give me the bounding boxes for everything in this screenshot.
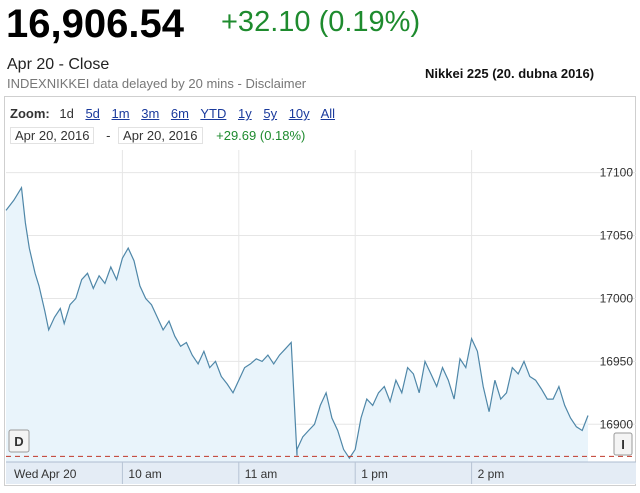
delay-note-text: INDEXNIKKEI data delayed by 20 mins - <box>7 76 246 91</box>
x-tick-label: Wed Apr 20 <box>14 467 77 481</box>
zoom-5d[interactable]: 5d <box>85 106 100 121</box>
x-tick-label: 1 pm <box>361 467 388 481</box>
marker-i-label[interactable]: I <box>621 437 625 452</box>
y-tick-label: 16900 <box>600 417 634 431</box>
quote-change: +32.10 (0.19%) <box>221 6 421 38</box>
disclaimer-link[interactable]: Disclaimer <box>245 76 307 91</box>
y-tick-label: 17050 <box>600 229 634 243</box>
x-axis-band <box>6 462 636 484</box>
close-label: Apr 20 - Close <box>7 56 110 73</box>
zoom-bar: Zoom: 1d 5d 1m 3m 6m YTD 1y 5y 10y All <box>10 106 343 121</box>
y-tick-label: 16950 <box>600 354 634 368</box>
zoom-10y[interactable]: 10y <box>288 106 310 121</box>
zoom-1d[interactable]: 1d <box>59 106 74 121</box>
marker-d-label[interactable]: D <box>14 434 23 449</box>
zoom-5y[interactable]: 5y <box>263 106 278 121</box>
zoom-all[interactable]: All <box>320 106 336 121</box>
chart-caption: Nikkei 225 (20. dubna 2016) <box>425 66 595 81</box>
series-line <box>5 185 589 460</box>
date-range: Apr 20, 2016 - Apr 20, 2016 +29.69 (0.18… <box>10 127 305 144</box>
range-start-date[interactable]: Apr 20, 2016 <box>10 127 95 144</box>
marker-d-box[interactable] <box>8 429 30 453</box>
range-change: +29.69 (0.18%) <box>216 128 306 143</box>
x-tick-label: 10 am <box>128 467 161 481</box>
series-area <box>6 187 588 462</box>
range-separator: - <box>106 128 111 143</box>
zoom-3m[interactable]: 3m <box>141 106 160 121</box>
range-end-date[interactable]: Apr 20, 2016 <box>118 127 203 144</box>
x-tick-label: 2 pm <box>478 467 505 481</box>
x-tick-label: 11 am <box>245 467 277 481</box>
zoom-1y[interactable]: 1y <box>237 106 252 121</box>
quote-price: 16,906.54 <box>6 2 184 46</box>
delay-note: INDEXNIKKEI data delayed by 20 mins - Di… <box>7 76 306 91</box>
y-tick-label: 17000 <box>600 291 634 305</box>
zoom-label: Zoom: <box>10 106 50 121</box>
marker-i-box[interactable] <box>613 432 633 456</box>
zoom-ytd[interactable]: YTD <box>200 106 227 121</box>
zoom-6m[interactable]: 6m <box>170 106 189 121</box>
y-tick-label: 17100 <box>600 166 634 180</box>
zoom-1m[interactable]: 1m <box>111 106 130 121</box>
